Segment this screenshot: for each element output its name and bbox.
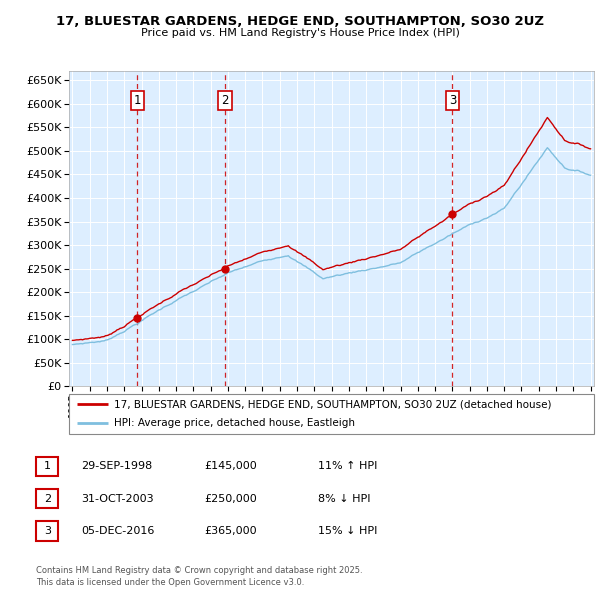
Text: 2: 2 xyxy=(44,494,51,503)
Text: 05-DEC-2016: 05-DEC-2016 xyxy=(81,526,154,536)
Text: £250,000: £250,000 xyxy=(204,494,257,503)
FancyBboxPatch shape xyxy=(37,489,58,508)
Text: 1: 1 xyxy=(133,94,141,107)
Text: 11% ↑ HPI: 11% ↑ HPI xyxy=(318,461,377,471)
Text: 2: 2 xyxy=(221,94,229,107)
FancyBboxPatch shape xyxy=(69,394,594,434)
Text: 17, BLUESTAR GARDENS, HEDGE END, SOUTHAMPTON, SO30 2UZ: 17, BLUESTAR GARDENS, HEDGE END, SOUTHAM… xyxy=(56,15,544,28)
Text: 3: 3 xyxy=(44,526,51,536)
Text: 1: 1 xyxy=(44,461,51,471)
Text: 8% ↓ HPI: 8% ↓ HPI xyxy=(318,494,371,503)
Text: Price paid vs. HM Land Registry's House Price Index (HPI): Price paid vs. HM Land Registry's House … xyxy=(140,28,460,38)
Text: 31-OCT-2003: 31-OCT-2003 xyxy=(81,494,154,503)
Text: Contains HM Land Registry data © Crown copyright and database right 2025.
This d: Contains HM Land Registry data © Crown c… xyxy=(36,566,362,587)
Text: £365,000: £365,000 xyxy=(204,526,257,536)
Text: 17, BLUESTAR GARDENS, HEDGE END, SOUTHAMPTON, SO30 2UZ (detached house): 17, BLUESTAR GARDENS, HEDGE END, SOUTHAM… xyxy=(113,399,551,409)
FancyBboxPatch shape xyxy=(37,522,58,540)
FancyBboxPatch shape xyxy=(37,457,58,476)
Text: HPI: Average price, detached house, Eastleigh: HPI: Average price, detached house, East… xyxy=(113,418,355,428)
Text: £145,000: £145,000 xyxy=(204,461,257,471)
Text: 29-SEP-1998: 29-SEP-1998 xyxy=(81,461,152,471)
Text: 15% ↓ HPI: 15% ↓ HPI xyxy=(318,526,377,536)
Text: 3: 3 xyxy=(449,94,456,107)
